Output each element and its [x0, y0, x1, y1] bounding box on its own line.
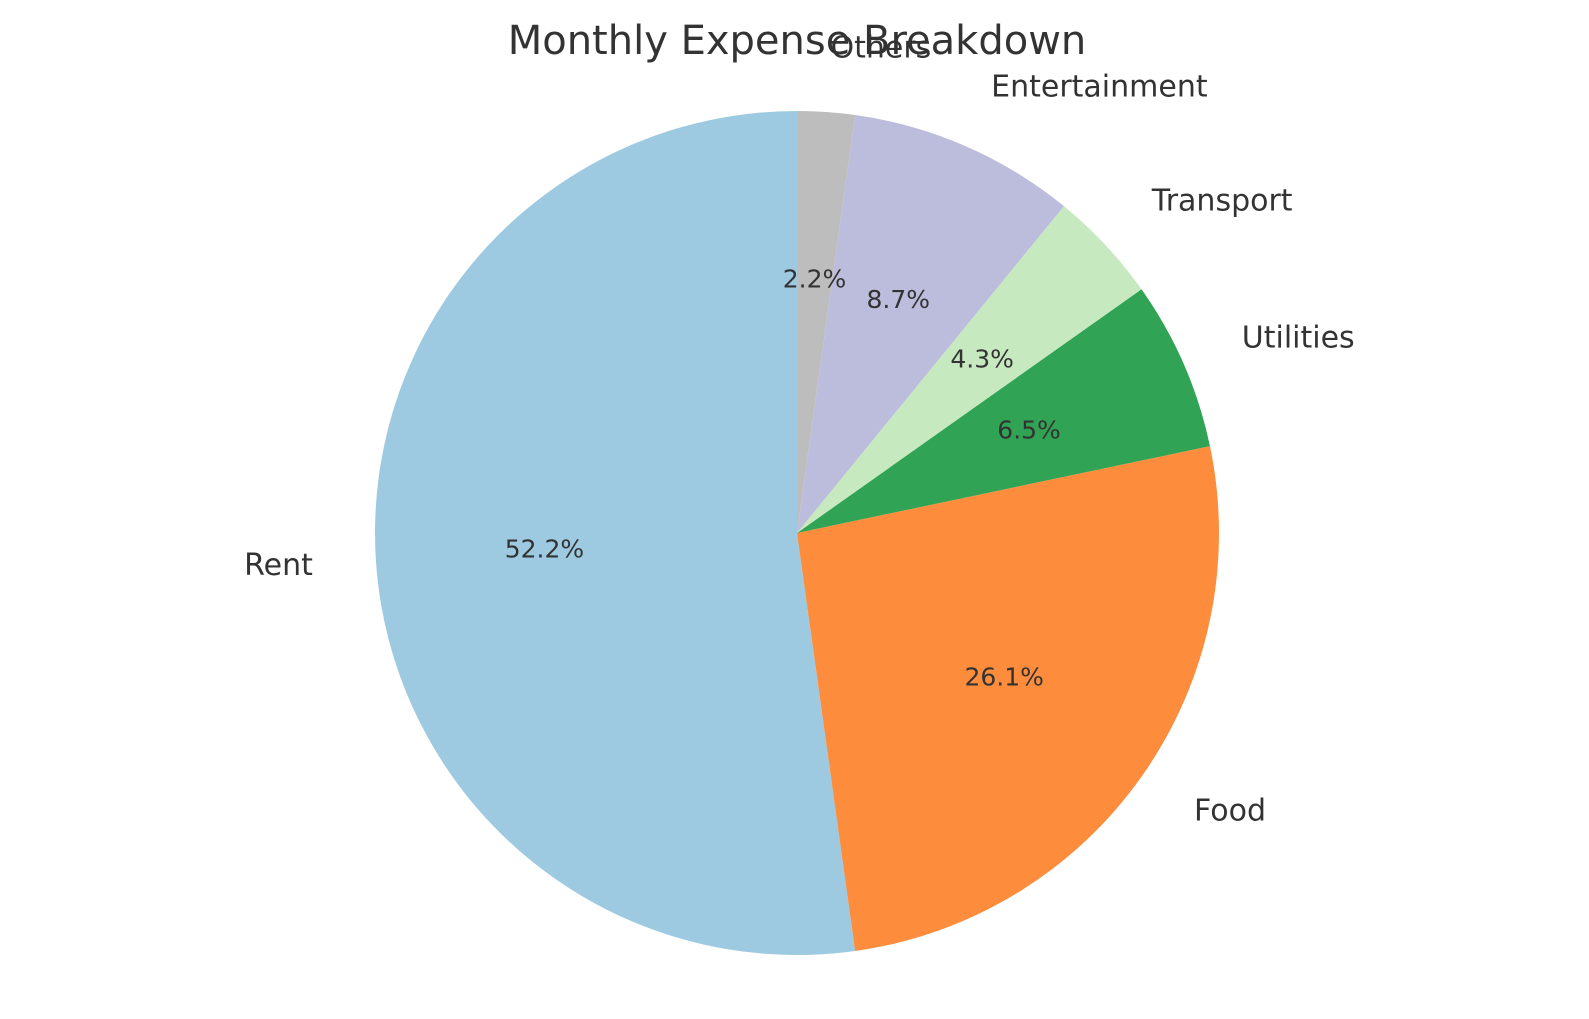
slice-percent-food: 26.1% [964, 663, 1043, 692]
slice-label-transport: Transport [1151, 183, 1293, 218]
pie-slice-rent [375, 111, 856, 955]
slice-label-others: Others [831, 30, 932, 65]
slice-percent-rent: 52.2% [505, 534, 584, 563]
slice-label-utilities: Utilities [1242, 320, 1355, 355]
pie-slice-others [797, 111, 856, 533]
slice-percent-entertainment: 8.7% [867, 285, 931, 314]
slice-label-rent: Rent [244, 548, 313, 583]
pie-slice-utilities [797, 289, 1210, 533]
slice-percent-utilities: 6.5% [997, 416, 1061, 445]
chart-title: Monthly Expense Breakdown [508, 18, 1087, 64]
slice-label-food: Food [1194, 794, 1266, 829]
pie-slice-transport [797, 206, 1142, 533]
pie-slices [375, 111, 1219, 955]
pie-labels: Rent 52.2% Food 26.1% Utilities 6.5% Transport… [244, 30, 1355, 828]
pie-slice-entertainment [797, 115, 1064, 534]
slice-percent-transport: 4.3% [950, 344, 1014, 373]
pie-slice-food [797, 446, 1219, 951]
slice-percent-others: 2.2% [783, 264, 847, 293]
slice-label-entertainment: Entertainment [991, 70, 1208, 105]
